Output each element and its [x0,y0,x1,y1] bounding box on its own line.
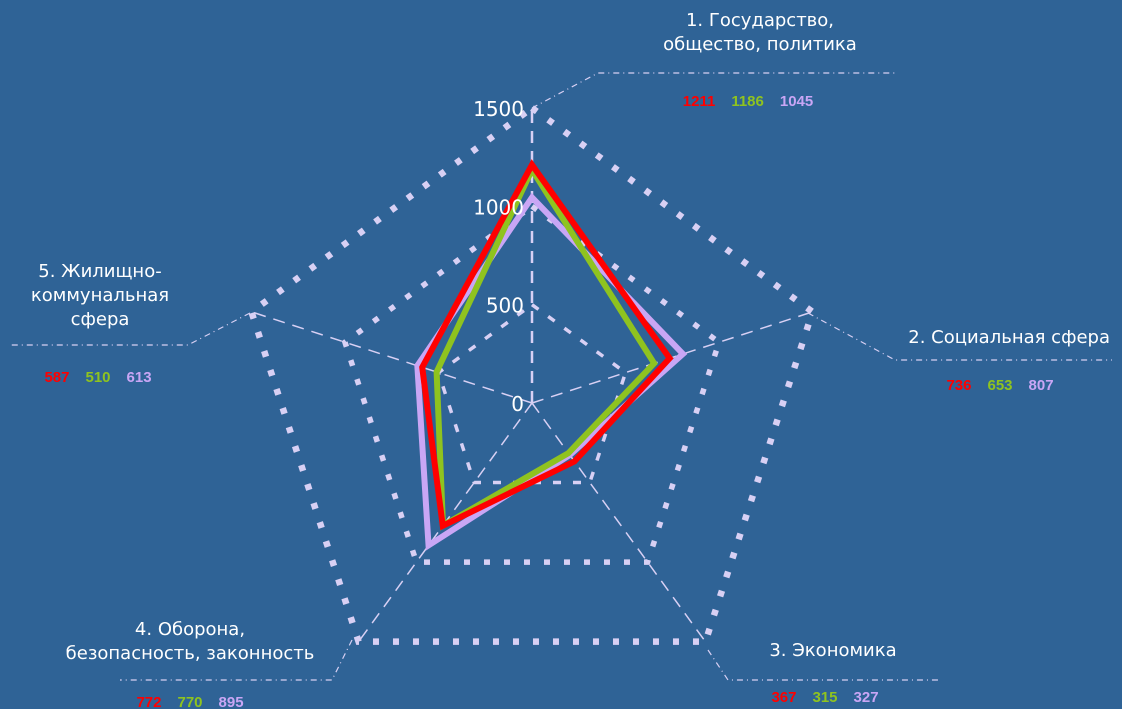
axis-title-3: 3. Экономика [769,640,896,661]
grid-ring [247,103,817,645]
value-label: 770 [177,694,202,709]
value-label: 1186 [731,93,764,110]
value-label: 807 [1029,377,1054,394]
value-labels-2: 736 653 807 [946,377,1053,394]
leader-line [807,312,1112,361]
value-labels-3: 367 315 327 [771,689,878,706]
value-label: 772 [136,694,161,709]
axis-title-4: 4. Оборона, безопасность, законность [66,619,315,664]
radar-series [414,159,688,551]
value-label: 1045 [780,93,813,110]
grid-ring [341,202,723,565]
series-line-2 [433,163,658,531]
axis-title-1: 1. Государство, общество, политика [663,10,857,55]
value-label: 367 [771,689,796,706]
axis-title-5: 5. Жилищно-коммунальная сфера [31,261,169,330]
value-label: 895 [219,694,244,709]
tick-label: 1500 [473,97,524,121]
axis-title-2: 2. Социальная сфера [908,327,1110,348]
radial-tick-labels: 0 500 1000 1500 [473,97,524,416]
radar-grid [247,103,817,645]
tick-label: 500 [486,294,524,318]
value-labels-1: 1211 1186 1045 [683,93,813,110]
series-line-1 [419,159,674,531]
value-label: 315 [812,689,837,706]
tick-label: 1000 [473,195,524,219]
label-leader-lines [10,72,1112,681]
value-label: 327 [854,689,879,706]
value-labels-5: 587 510 613 [44,369,151,386]
grid-ring [436,302,628,485]
grid-spoke [251,311,533,404]
grid-spoke [531,402,707,643]
value-label: 736 [946,377,971,394]
value-label: 587 [44,369,69,386]
tick-label: 0 [511,392,524,416]
axis-labels: 1. Государство, общество, политика 1211 118… [31,10,1110,709]
value-label: 653 [987,377,1012,394]
leader-line [10,312,251,346]
value-label: 510 [85,369,110,386]
leader-line [531,72,898,109]
value-label: 1211 [683,93,716,110]
value-label: 613 [127,369,152,386]
value-labels-4: 772 770 895 [136,694,243,709]
